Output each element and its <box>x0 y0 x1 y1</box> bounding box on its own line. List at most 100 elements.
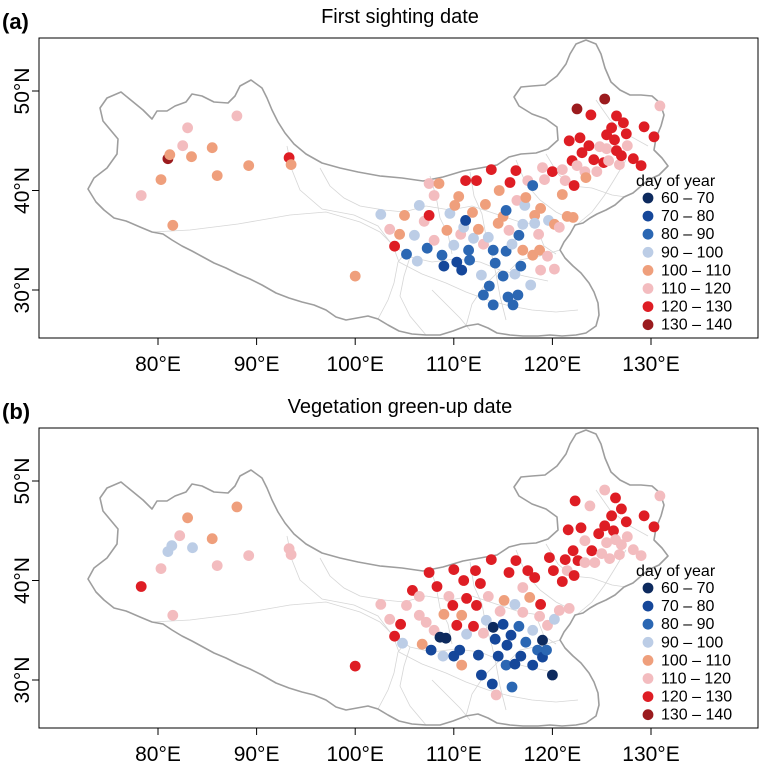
site-point <box>397 637 408 649</box>
legend-swatch <box>642 283 654 294</box>
site-point <box>562 524 574 536</box>
site-point <box>585 109 597 121</box>
site-point <box>470 565 481 576</box>
site-point <box>475 578 486 589</box>
site-point <box>527 659 539 671</box>
y-tick-label: 40°N <box>11 557 34 604</box>
legend-label: 60 – 70 <box>661 190 714 207</box>
site-point <box>416 638 428 650</box>
country-outline <box>87 429 669 727</box>
x-tick-label: 100°E <box>326 743 383 766</box>
site-point <box>349 660 361 672</box>
site-point <box>620 128 632 140</box>
site-point <box>520 636 532 648</box>
site-point <box>549 263 560 275</box>
site-point <box>510 165 522 177</box>
legend-title: day of year <box>636 173 716 190</box>
site-point <box>395 618 406 630</box>
legend-swatch <box>642 246 654 258</box>
site-point <box>568 180 580 191</box>
site-point <box>604 553 615 564</box>
site-point <box>423 210 435 221</box>
panel-title: First sighting date <box>321 6 479 28</box>
legend-label: 110 – 120 <box>661 671 731 688</box>
panel-title: Vegetation green-up date <box>288 396 513 418</box>
legend-swatch <box>642 228 654 240</box>
site-point <box>473 649 484 661</box>
x-tick-label: 100°E <box>326 353 383 376</box>
site-point <box>580 172 592 184</box>
site-point <box>583 140 595 152</box>
legend-label: 120 – 130 <box>661 689 732 706</box>
site-point <box>502 291 514 303</box>
site-point <box>453 191 465 202</box>
site-point <box>579 557 591 568</box>
site-point <box>485 554 497 565</box>
site-point <box>456 609 468 621</box>
site-point <box>471 175 482 187</box>
site-point <box>467 207 478 218</box>
legend-label: 100 – 110 <box>661 262 731 279</box>
site-point <box>476 669 487 681</box>
site-point <box>480 199 491 210</box>
site-point <box>610 492 621 504</box>
site-point <box>463 244 474 256</box>
site-point <box>468 620 479 632</box>
site-point <box>509 658 521 670</box>
x-tick-label: 130°E <box>622 743 679 766</box>
x-tick-label: 120°E <box>524 353 581 376</box>
site-point <box>438 260 450 272</box>
site-point <box>401 248 412 260</box>
site-point <box>586 545 598 557</box>
legend-label: 130 – 140 <box>661 317 732 334</box>
panel-b: (b) Vegetation green-up date 80°E 90°E 100°E… <box>2 396 759 766</box>
site-point <box>243 160 255 172</box>
site-point <box>525 279 537 291</box>
site-point <box>167 219 179 231</box>
site-point <box>421 242 433 254</box>
site-point <box>547 166 558 178</box>
legend-label: 80 – 90 <box>661 616 714 633</box>
site-point <box>553 605 565 616</box>
x-tick-label: 120°E <box>524 743 581 766</box>
site-point <box>431 581 443 592</box>
site-point <box>616 503 627 515</box>
site-point <box>611 110 622 122</box>
site-point <box>535 203 546 214</box>
site-point <box>448 239 460 251</box>
legend-swatch <box>642 582 654 594</box>
plot-frame <box>38 427 759 729</box>
site-point <box>618 117 629 129</box>
site-point <box>437 650 449 662</box>
site-point <box>458 575 470 586</box>
country-outline <box>87 39 669 337</box>
x-tick-label: 110°E <box>426 743 482 766</box>
site-point <box>511 195 523 206</box>
site-point <box>451 619 463 631</box>
site-point <box>513 620 525 632</box>
site-point <box>539 174 550 186</box>
site-point <box>166 540 178 552</box>
site-point <box>549 613 560 625</box>
legend-swatch <box>642 673 654 684</box>
site-point <box>451 256 463 268</box>
site-point <box>568 570 580 581</box>
site-point <box>505 629 517 641</box>
site-point <box>599 484 611 496</box>
china-map <box>87 429 669 727</box>
site-point <box>517 582 529 593</box>
site-point <box>375 599 387 610</box>
site-point <box>553 221 565 233</box>
x-tick-label: 80°E <box>135 353 181 376</box>
site-point <box>501 639 513 651</box>
site-point <box>567 212 579 223</box>
site-point <box>535 264 546 276</box>
site-point <box>534 244 545 256</box>
site-point <box>211 170 223 182</box>
site-point <box>606 122 617 134</box>
site-point <box>399 210 410 221</box>
site-point <box>460 175 471 187</box>
site-point <box>489 633 501 645</box>
site-point <box>497 270 509 282</box>
site-point <box>182 122 194 134</box>
